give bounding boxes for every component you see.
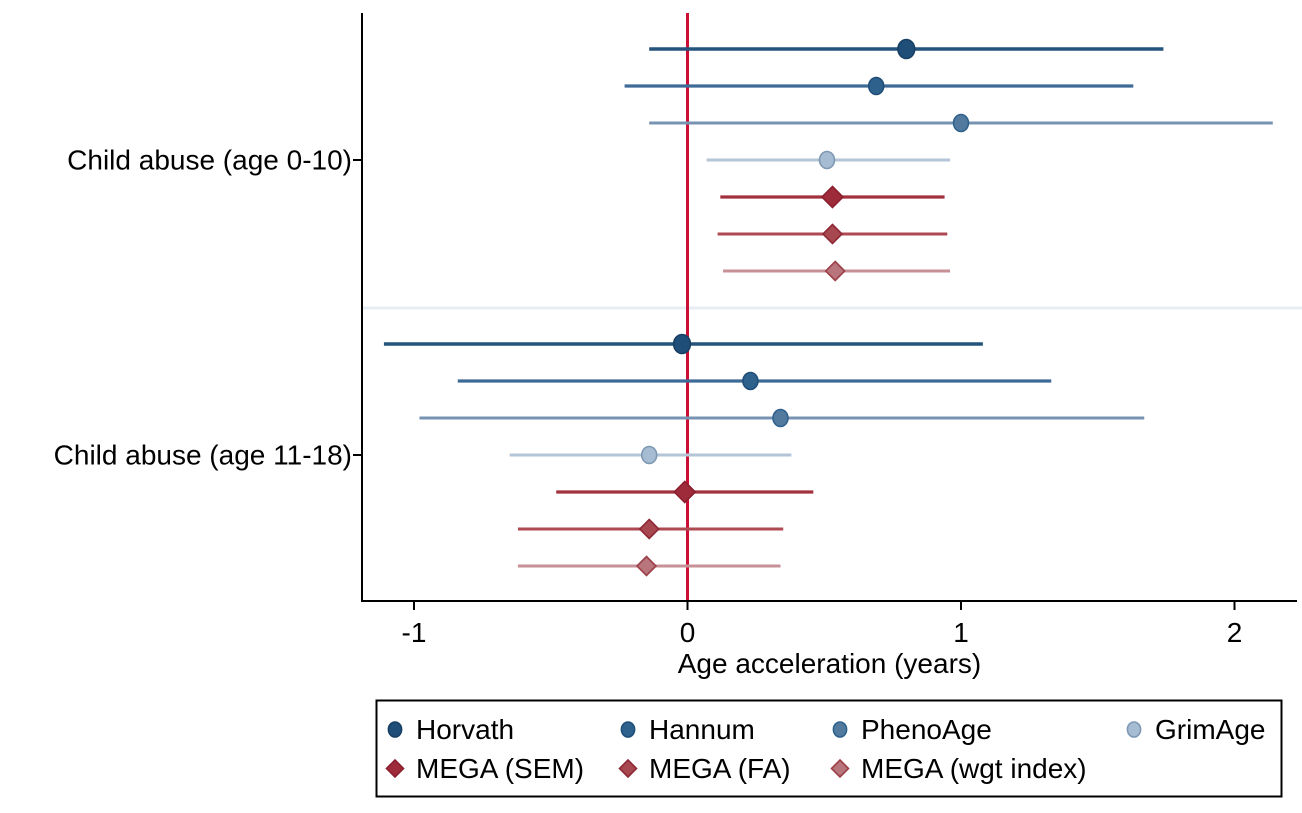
legend-marker-circle-icon <box>387 721 403 738</box>
legend-label: MEGA (SEM) <box>416 753 584 784</box>
point-estimate-marker <box>897 38 916 60</box>
legend-label: Hannum <box>649 714 755 745</box>
legend-label: MEGA (wgt index) <box>861 753 1087 784</box>
x-axis-title: Age acceleration (years) <box>678 648 981 679</box>
point-estimate-marker <box>824 260 846 282</box>
legend-marker-circle-icon <box>832 721 848 738</box>
point-estimate-marker <box>638 518 660 540</box>
legend-marker-diamond-icon <box>830 758 850 779</box>
point-estimate-marker <box>635 555 658 577</box>
legend-label: GrimAge <box>1155 714 1265 745</box>
legend-marker-diamond-icon <box>385 758 405 779</box>
legend-marker-circle-icon <box>1126 721 1142 738</box>
legend-label: PhenoAge <box>861 714 992 745</box>
point-estimate-marker <box>818 150 836 170</box>
point-estimate-marker <box>742 371 759 391</box>
group-label: Child abuse (age 11-18) <box>54 440 352 471</box>
legend-marker-circle-icon <box>620 721 636 738</box>
legend-label: Horvath <box>416 714 514 745</box>
point-estimate-marker <box>867 76 885 96</box>
x-tick-label: 2 <box>1227 617 1243 648</box>
legend-label: MEGA (FA) <box>649 753 791 784</box>
point-estimate-marker <box>673 480 697 504</box>
legend-box <box>375 699 1283 798</box>
point-estimate-marker <box>640 445 658 465</box>
point-estimate-marker <box>820 185 845 209</box>
group-label: Child abuse (age 0-10) <box>67 145 352 176</box>
point-estimate-marker <box>821 223 844 245</box>
point-estimate-marker <box>672 333 692 355</box>
x-tick-label: 0 <box>680 617 696 648</box>
point-estimate-marker <box>772 408 789 428</box>
point-estimate-marker <box>952 113 970 133</box>
x-tick-label: -1 <box>402 617 427 648</box>
x-tick-label: 1 <box>953 617 969 648</box>
legend-marker-diamond-icon <box>618 758 638 779</box>
